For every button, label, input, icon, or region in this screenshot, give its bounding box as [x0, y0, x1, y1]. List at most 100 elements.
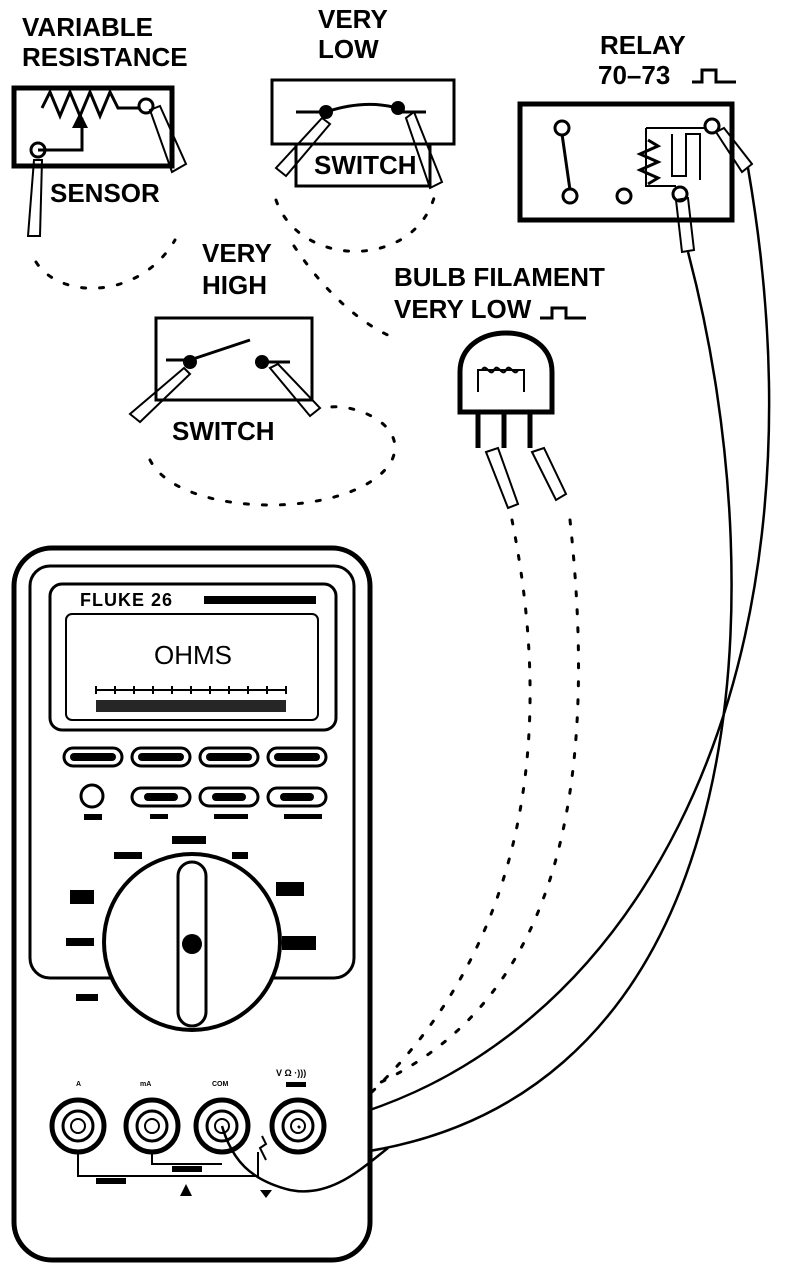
button-legend: [206, 753, 252, 761]
dial-position-mark: [276, 882, 304, 896]
sensor-terminal-left: [29, 141, 47, 159]
relay-body: [517, 101, 735, 223]
dial-position-mark: [232, 852, 248, 859]
probe-tip-icon: [714, 126, 754, 174]
very-high-label-2: HIGH: [202, 270, 267, 300]
jack-a-inner: [61, 1109, 95, 1143]
fuse-bracket: [151, 1152, 222, 1165]
switch-label-box: [294, 142, 432, 188]
dial-position-mark: [282, 936, 316, 950]
power-button[interactable]: [79, 783, 105, 809]
button-legend: [280, 793, 314, 801]
analog-bargraph: [96, 700, 286, 712]
probe-tip-icon: [148, 104, 188, 174]
button-caption: [214, 814, 248, 819]
relay-label-1: RELAY: [600, 30, 686, 60]
relay-coil-frame: [645, 127, 704, 187]
very-low-switch: VERY LOW SWITCH: [270, 4, 456, 253]
switch-bottom-label: SWITCH: [172, 416, 275, 446]
minmax-button[interactable]: [130, 746, 192, 768]
resistor-zigzag-icon: [40, 88, 140, 120]
sensor-label: SENSOR: [50, 178, 160, 208]
dial-position-off-mark: [76, 994, 98, 1001]
sensor-wiper-lead: [38, 118, 84, 152]
input-jacks: A mA COM V Ω ·))): [49, 1068, 327, 1198]
test-lead-solid-vohm: [299, 167, 771, 1130]
probe-tip-icon: [274, 116, 332, 178]
bulb-envelope: [457, 330, 555, 415]
relay-terminal: [615, 187, 633, 205]
button-legend: [144, 793, 178, 801]
variable-resistance-sensor: VARIABLE RESISTANCE SENSOR: [11, 12, 188, 290]
variable-resistance-label-2: RESISTANCE: [22, 42, 188, 72]
variable-resistance-label-1: VARIABLE: [22, 12, 153, 42]
jack-com[interactable]: [193, 1097, 251, 1155]
button-legend: [212, 793, 246, 801]
relay-coil-winding: [671, 133, 701, 180]
test-lead-dashed: [298, 518, 581, 1112]
relay: RELAY 70–73: [289, 30, 771, 1160]
filament-coil-icon: [481, 366, 519, 374]
multimeter: FLUKE 26 OHMS: [11, 545, 389, 1263]
very-high-label-1: VERY: [202, 238, 272, 268]
vohm-lead-plug: [297, 1125, 301, 1129]
relay-terminal: [703, 117, 721, 135]
very-high-switch: VERY HIGH SWITCH: [128, 238, 402, 507]
test-lead-dashed: [34, 238, 177, 290]
bulb-label-2: VERY LOW: [394, 294, 532, 324]
button-legend: [70, 753, 116, 761]
probe-tip-icon: [674, 196, 696, 254]
jack-a-core: [70, 1118, 86, 1134]
jack-vohm-inner: [281, 1109, 315, 1143]
jack-label-bar: [286, 1082, 306, 1087]
ground-icon: [260, 1190, 272, 1198]
button-caption: [150, 814, 168, 819]
warning-triangle-icon: [180, 1184, 192, 1196]
probe-tip-icon: [128, 366, 192, 424]
sensor-body: [11, 85, 175, 169]
lightning-icon: [258, 1135, 268, 1161]
jack-vohm[interactable]: [269, 1097, 327, 1155]
switch-terminal-right: [391, 101, 405, 115]
jack-label-a: A: [76, 1081, 81, 1088]
range-button[interactable]: [62, 746, 124, 768]
probe-tip-icon: [268, 362, 322, 418]
jack-com-core: [214, 1118, 230, 1134]
jack-vohm-core: [290, 1118, 306, 1134]
test-lead-dashed: [274, 188, 438, 253]
switch-blade-closed: [325, 103, 399, 114]
bulb-label-1: BULB FILAMENT: [394, 262, 605, 292]
switch-blade-open: [189, 338, 251, 362]
button-caption: [84, 814, 102, 820]
relay-coil-icon: [636, 138, 662, 186]
hold-button[interactable]: [266, 746, 328, 768]
duty-button[interactable]: [198, 786, 260, 808]
bargraph-ticks: [95, 686, 287, 694]
jack-label-ma: mA: [140, 1081, 151, 1088]
dial-position-mark: [114, 852, 142, 859]
test-lead-solid-com: [289, 251, 733, 1160]
probe-tip-icon: [26, 159, 44, 237]
display-bezel: [48, 582, 338, 732]
rel-button[interactable]: [198, 746, 260, 768]
probe-tip-icon: [404, 110, 444, 190]
dial-position-mark: [70, 890, 94, 904]
hz-button[interactable]: [130, 786, 192, 808]
rotary-dial[interactable]: [66, 836, 316, 1032]
button-row-1: [62, 746, 328, 768]
test-lead-dashed: [292, 244, 402, 342]
jack-label-vohm: V Ω ·))): [276, 1068, 306, 1078]
display-module: FLUKE 26 OHMS: [48, 582, 338, 732]
fuse-rating-text: [172, 1166, 202, 1172]
switch-terminal-right: [255, 355, 269, 369]
relay-label-2: 70–73: [598, 60, 670, 90]
button-legend: [138, 753, 184, 761]
relay-contact-arm: [560, 133, 572, 191]
very-low-label-2: LOW: [318, 34, 379, 64]
very-low-label-1: VERY: [318, 4, 388, 34]
alert-button[interactable]: [266, 786, 328, 808]
jack-label-com: COM: [212, 1081, 229, 1088]
probe-tip-icon: [484, 446, 520, 510]
switch-box: [154, 316, 314, 402]
